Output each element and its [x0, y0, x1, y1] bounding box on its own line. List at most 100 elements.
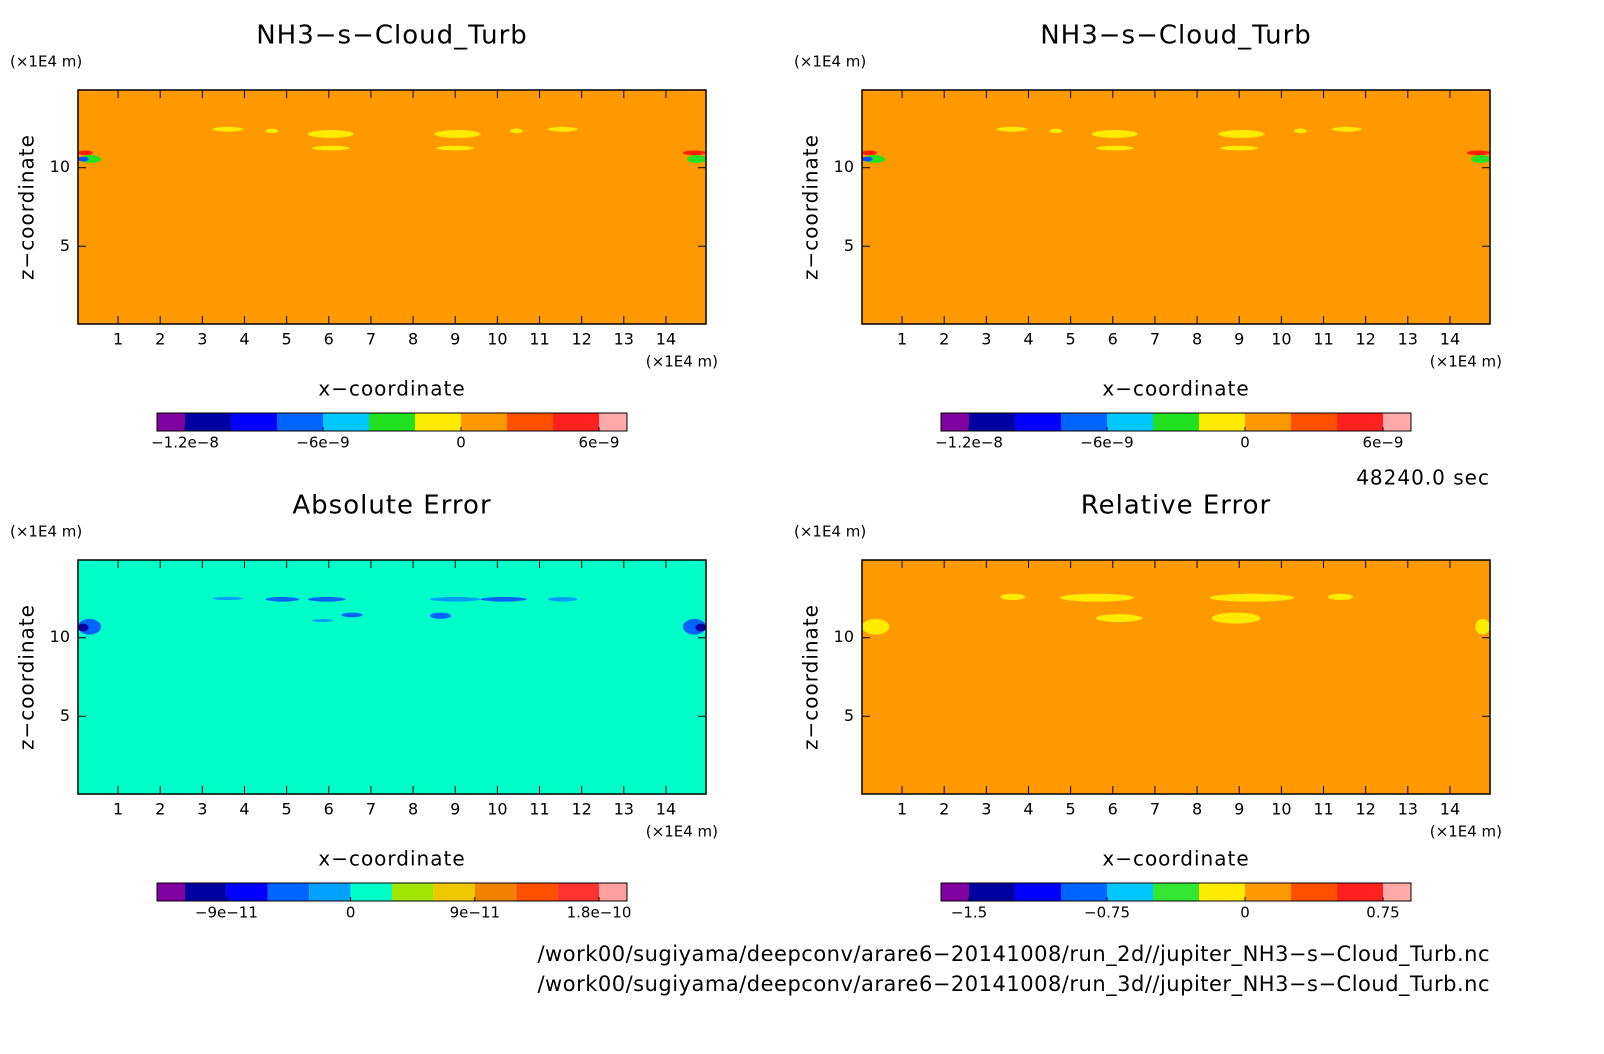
contour-region	[1095, 614, 1143, 623]
contour-region	[78, 156, 89, 162]
field	[78, 560, 706, 794]
time-label: 48240.0 sec	[1356, 466, 1490, 490]
field	[862, 90, 1490, 324]
contour-region	[1091, 130, 1139, 138]
y-unit: (×1E4 m)	[10, 53, 82, 71]
colorbar-segment	[433, 883, 475, 901]
contour-region	[1471, 155, 1490, 164]
colorbar-tick-label: 6e−9	[1363, 434, 1404, 452]
x-tick-label: 13	[1398, 330, 1418, 349]
contour-region	[1466, 150, 1490, 156]
y-unit: (×1E4 m)	[794, 523, 866, 541]
x-tick-label: 11	[529, 330, 549, 349]
colorbar-frame	[156, 882, 628, 902]
x-tick-label: 5	[282, 800, 292, 819]
contour-region	[1475, 618, 1490, 635]
colorbar-segment	[1383, 413, 1411, 431]
colorbar-tick-label: −9e−11	[195, 904, 258, 922]
file-path: /work00/sugiyama/deepconv/arare6−2014100…	[537, 942, 1490, 967]
colorbar-segment	[1015, 883, 1061, 901]
y-axis-label: z−coordinate	[15, 134, 39, 280]
y-tick-label: 10	[50, 157, 70, 176]
colorbar-frame	[156, 412, 628, 432]
panel: NH3−s−Cloud_Turb(×1E4 m)1 2 3 4 5 6 7 8 9 10 11 12 1…	[10, 21, 718, 452]
plot-frame	[861, 559, 1491, 795]
x-unit: (×1E4 m)	[1430, 353, 1502, 371]
contour-region	[480, 596, 527, 602]
x-tick-label: 6	[1108, 330, 1118, 349]
x-tick-label: 6	[324, 330, 334, 349]
colorbar-segment	[969, 883, 1015, 901]
colorbar-tick-label: −1.5	[951, 904, 987, 922]
field	[862, 560, 1490, 794]
contour-region	[862, 156, 873, 162]
contour-region	[996, 126, 1028, 132]
x-tick-label: 7	[1150, 800, 1160, 819]
colorbar-segment	[277, 413, 323, 431]
y-tick-label: 10	[834, 627, 854, 646]
colorbar-segment	[1153, 883, 1199, 901]
x-tick-label: 11	[529, 800, 549, 819]
x-tick-label: 12	[571, 800, 591, 819]
colorbar-segment	[1383, 883, 1411, 901]
x-tick-label: 4	[1023, 330, 1033, 349]
colorbar-segment	[415, 413, 461, 431]
colorbar-segment	[157, 883, 185, 901]
colorbar-tick-label: −6e−9	[1080, 434, 1133, 452]
y-tick-label: 5	[60, 706, 70, 725]
colorbar-segment	[1245, 883, 1291, 901]
contour-region	[695, 623, 706, 632]
colorbar-segment	[553, 413, 599, 431]
x-tick-label: 7	[366, 330, 376, 349]
x-tick-label: 9	[450, 330, 460, 349]
colorbar-segment	[557, 883, 599, 901]
contour-region	[862, 150, 877, 156]
y-axis-label: z−coordinate	[799, 134, 823, 280]
contour-region	[1060, 593, 1134, 602]
contour-region	[1000, 593, 1026, 601]
colorbar-tick-label: −1.2e−8	[151, 434, 219, 452]
chart-title: Relative Error	[1081, 491, 1272, 521]
x-tick-label: 14	[656, 800, 676, 819]
x-axis-label: x−coordinate	[318, 377, 465, 401]
file-path: /work00/sugiyama/deepconv/arare6−2014100…	[537, 972, 1490, 997]
contour-region	[311, 145, 350, 151]
colorbar-segment	[157, 413, 185, 431]
colorbar-segment	[1245, 413, 1291, 431]
contour-region	[212, 126, 244, 132]
x-tick-label: 11	[1313, 330, 1333, 349]
x-tick-label: 10	[487, 800, 507, 819]
x-tick-label: 13	[614, 330, 634, 349]
chart-title: Absolute Error	[292, 491, 491, 521]
colorbar-segment	[185, 413, 231, 431]
contour-region	[429, 596, 481, 602]
colorbar-tick-label: 0	[1240, 434, 1250, 452]
x-tick-label: 8	[408, 330, 418, 349]
colorbar-segment	[1199, 413, 1245, 431]
contour-region	[265, 596, 300, 602]
colorbar-tick-label: −1.2e−8	[935, 434, 1003, 452]
colorbar-segment	[323, 413, 369, 431]
colorbar-frame	[940, 882, 1412, 902]
x-tick-label: 5	[1066, 330, 1076, 349]
colorbar-segment	[267, 883, 310, 901]
x-axis-label: x−coordinate	[1102, 377, 1249, 401]
colorbar-segment	[1291, 883, 1337, 901]
colorbar-segment	[941, 413, 969, 431]
y-axis-label: z−coordinate	[799, 604, 823, 750]
colorbar-segment	[1107, 413, 1153, 431]
colorbar-tick-label: 9e−11	[450, 904, 500, 922]
colorbar-segment	[474, 883, 517, 901]
x-tick-label: 8	[1192, 800, 1202, 819]
contour-region	[1095, 145, 1134, 151]
contour-region	[682, 150, 706, 156]
x-tick-label: 10	[1271, 330, 1291, 349]
contour-region	[1220, 145, 1259, 151]
contour-region	[311, 618, 333, 623]
colorbar-tick-label: −0.75	[1084, 904, 1130, 922]
x-tick-label: 12	[1355, 330, 1375, 349]
colorbar-segment	[1291, 413, 1337, 431]
x-tick-label: 12	[571, 330, 591, 349]
x-tick-label: 7	[1150, 330, 1160, 349]
x-tick-label: 4	[239, 800, 249, 819]
